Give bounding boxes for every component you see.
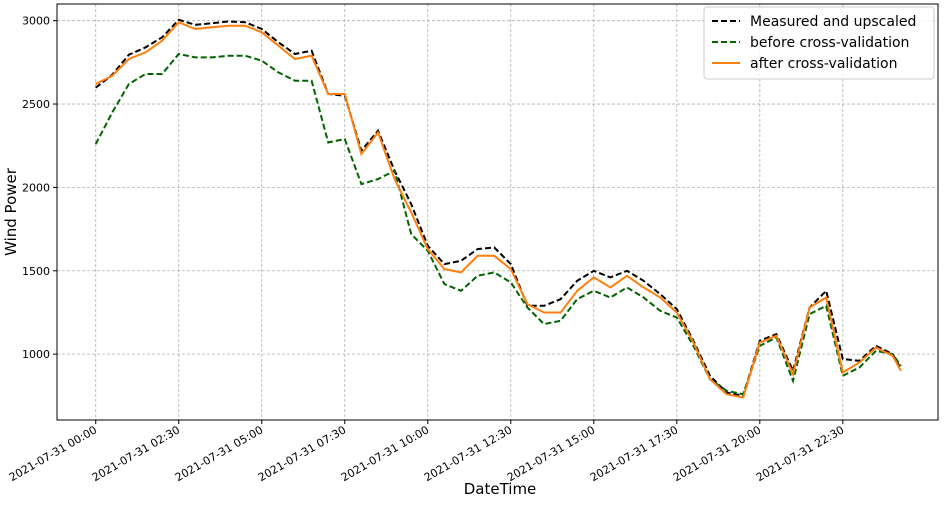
legend-box (703, 6, 935, 80)
y-tick-label: 2000 (22, 181, 50, 194)
x-tick-label: 2021-07-31 05:00 (173, 423, 265, 484)
x-tick-label: 2021-07-31 20:00 (671, 423, 763, 484)
y-tick-label: 3000 (22, 15, 50, 28)
legend-label: before cross-validation (750, 35, 909, 51)
legend-label: after cross-validation (750, 56, 897, 72)
series-line (94, 52, 902, 396)
series-line (95, 18, 902, 397)
legend: Measured and upscaled before cross-valida… (703, 6, 935, 80)
x-tick-label: 2021-07-31 12:30 (422, 423, 514, 484)
x-tick-label: 2021-07-31 00:00 (7, 423, 99, 484)
plot-frame (56, 3, 939, 421)
y-axis-label: Wind Power (2, 167, 20, 256)
x-tick-label: 2021-07-31 02:30 (90, 423, 182, 484)
x-axis-label: DateTime (464, 480, 537, 498)
y-tick-label: 2500 (22, 98, 50, 111)
x-tick-label: 2021-07-31 17:30 (588, 423, 680, 484)
x-tick-label: 2021-07-31 15:00 (505, 423, 597, 484)
x-tick-label: 2021-07-31 10:00 (339, 423, 431, 484)
x-tick-label: 2021-07-31 07:30 (256, 423, 348, 484)
x-tick-label: 2021-07-31 22:30 (754, 423, 846, 484)
y-tick-label: 1000 (22, 348, 50, 361)
y-tick-label: 1500 (22, 265, 50, 278)
legend-label: Measured and upscaled (750, 14, 916, 30)
series-line (95, 21, 902, 399)
